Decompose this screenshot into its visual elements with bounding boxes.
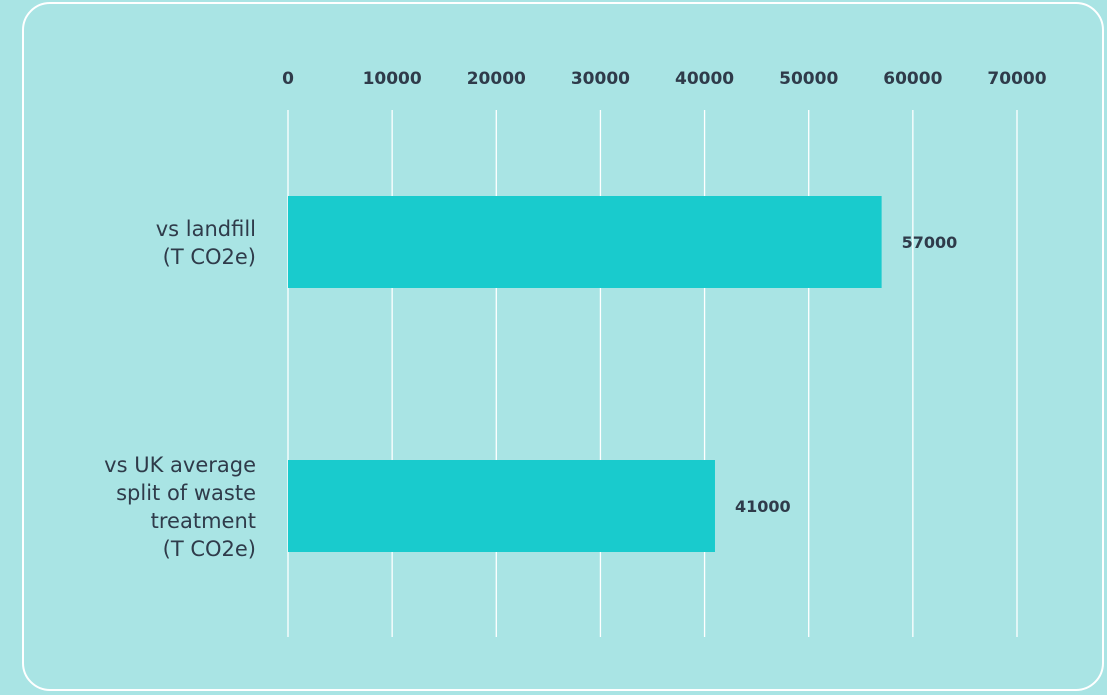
bar: [288, 460, 715, 552]
x-tick-label: 0: [282, 69, 294, 89]
x-tick-label: 30000: [571, 69, 630, 89]
x-tick-label: 50000: [779, 69, 838, 89]
x-tick-label: 20000: [467, 69, 526, 89]
category-label: vs UK average: [104, 453, 256, 477]
x-tick-label: 10000: [363, 69, 422, 89]
bar: [288, 196, 882, 288]
category-label: (T CO2e): [163, 537, 256, 561]
x-tick-label: 70000: [987, 69, 1046, 89]
category-label: split of waste: [116, 481, 256, 505]
category-label: vs landfill: [156, 217, 256, 241]
chart-card: [22, 2, 1104, 691]
x-tick-label: 40000: [675, 69, 734, 89]
bar-value-label: 57000: [902, 233, 958, 252]
x-tick-label: 60000: [883, 69, 942, 89]
bar-value-label: 41000: [735, 497, 791, 516]
category-label: (T CO2e): [163, 245, 256, 269]
category-label: treatment: [151, 509, 256, 533]
